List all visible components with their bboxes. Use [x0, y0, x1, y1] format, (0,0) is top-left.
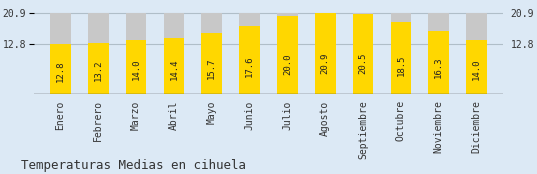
- Bar: [353, 14, 374, 94]
- Text: Temperaturas Medias en cihuela: Temperaturas Medias en cihuela: [21, 159, 246, 172]
- Bar: [88, 13, 108, 94]
- Text: 16.3: 16.3: [434, 57, 443, 78]
- Bar: [88, 43, 108, 94]
- Text: 13.2: 13.2: [94, 60, 103, 81]
- Bar: [126, 13, 147, 94]
- Bar: [201, 33, 222, 94]
- Bar: [50, 13, 71, 94]
- Text: 14.0: 14.0: [132, 59, 141, 80]
- Bar: [466, 13, 487, 94]
- Bar: [390, 13, 411, 94]
- Bar: [390, 22, 411, 94]
- Bar: [466, 40, 487, 94]
- Bar: [239, 13, 260, 94]
- Bar: [50, 44, 71, 94]
- Bar: [429, 31, 449, 94]
- Bar: [315, 13, 336, 94]
- Bar: [353, 13, 374, 94]
- Text: 20.5: 20.5: [359, 53, 368, 74]
- Bar: [201, 13, 222, 94]
- Bar: [277, 16, 298, 94]
- Text: 17.6: 17.6: [245, 56, 254, 77]
- Bar: [163, 13, 184, 94]
- Text: 14.0: 14.0: [472, 59, 481, 80]
- Text: 18.5: 18.5: [396, 55, 405, 76]
- Text: 15.7: 15.7: [207, 57, 216, 79]
- Bar: [163, 38, 184, 94]
- Text: 20.9: 20.9: [321, 52, 330, 74]
- Text: 12.8: 12.8: [56, 60, 65, 82]
- Bar: [239, 26, 260, 94]
- Text: 14.4: 14.4: [169, 59, 178, 80]
- Bar: [277, 13, 298, 94]
- Text: 20.0: 20.0: [283, 53, 292, 75]
- Bar: [126, 40, 147, 94]
- Bar: [429, 13, 449, 94]
- Bar: [315, 13, 336, 94]
